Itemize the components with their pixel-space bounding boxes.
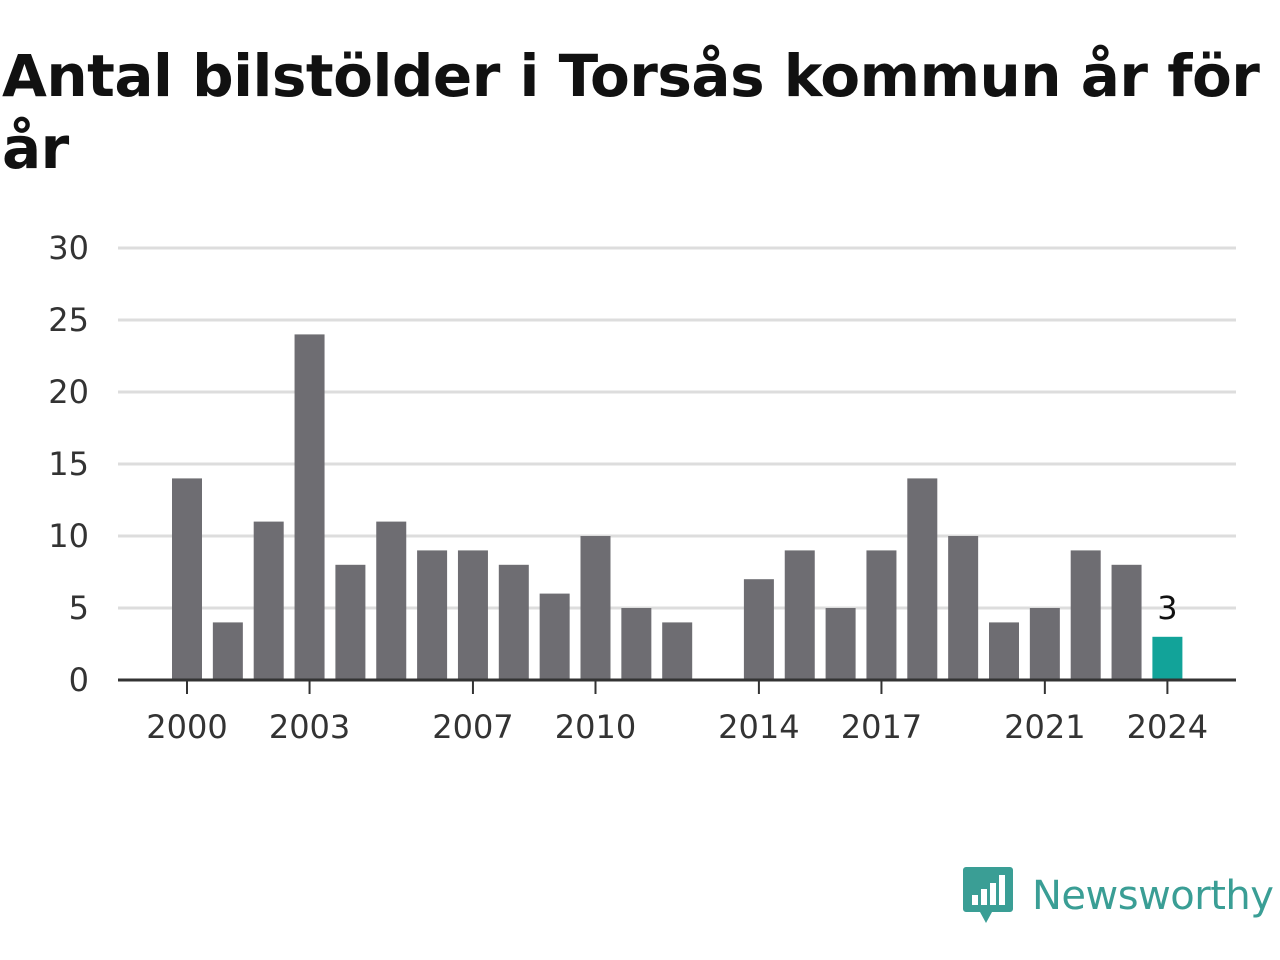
bar-2014 [743,579,774,680]
bar-2006 [417,550,448,680]
bar-2001 [212,622,243,680]
labels: 0 5 10 15 20 25 30 3 2000 2003 2007 2010 2014 2017 202… [48,229,1208,746]
bar-2003 [294,334,325,680]
x-tick-label: 2024 [1127,708,1208,746]
bar-2023 [1111,564,1142,680]
bar-2000 [172,478,202,680]
y-tick-label: 0 [69,661,89,699]
bar-2022 [1070,550,1101,680]
bar-2009 [539,593,570,680]
bars [172,334,1183,680]
bar-2019 [948,536,979,680]
bar-2004 [335,564,366,680]
y-tick-label: 20 [48,373,89,411]
brand-name: Newsworthy [1032,873,1274,919]
bar-2012 [662,622,693,680]
x-tick-label: 2021 [1004,708,1085,746]
x-tick-label: 2003 [269,708,350,746]
y-tick-label: 30 [48,229,89,267]
bar-2018 [907,478,938,680]
bar-2005 [376,521,407,680]
y-tick-label: 15 [48,445,89,483]
bar-2010 [580,536,611,680]
data-label-2024: 3 [1157,589,1177,627]
bar-2020 [989,622,1019,680]
x-tick-label: 2007 [432,708,513,746]
gridlines [118,246,1236,610]
bar-2017 [866,550,897,680]
bar-2008 [498,564,529,680]
y-tick-label: 10 [48,517,89,555]
newsworthy-logo-icon [963,867,1013,923]
x-tick-label: 2000 [146,708,227,746]
brand-logo: Newsworthy [962,864,1274,928]
bar-2011 [621,608,652,680]
y-tick-label: 5 [69,589,89,627]
axes [118,678,1236,694]
bar-2002 [253,521,284,680]
y-tick-label: 25 [48,301,89,339]
bar-2007 [457,550,488,680]
chart-title: Antal bilstölder i Torsås kommun år för … [2,42,1260,182]
x-tick-label: 2010 [555,708,636,746]
bar-2015 [784,550,815,680]
bar-2016 [825,608,856,680]
bar-2024 [1152,636,1183,680]
x-tick-label: 2017 [841,708,922,746]
x-tick-label: 2014 [718,708,799,746]
bar-2021 [1029,608,1060,680]
